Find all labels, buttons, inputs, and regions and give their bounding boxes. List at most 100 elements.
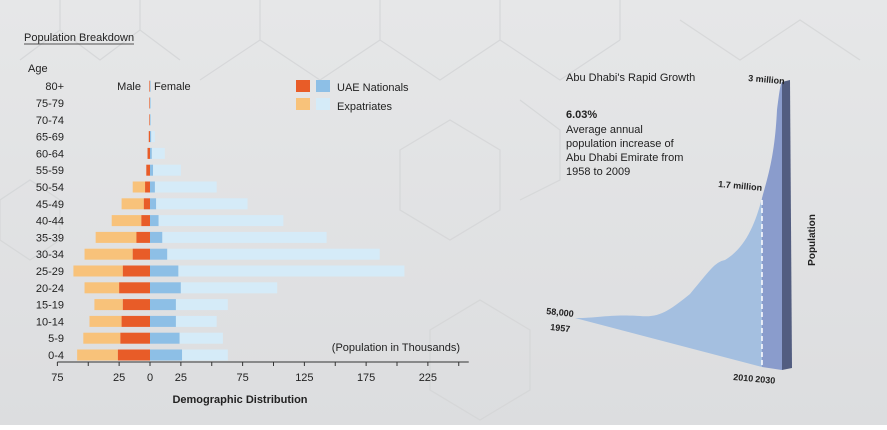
growth-text-line: 1958 to 2009: [566, 166, 630, 178]
age-labels: 0-4 5-9 10-14 15-19 20-24 25-29 30-34 35-39 40-4…: [36, 81, 64, 362]
legend-swatch-expatriates-male: [296, 98, 310, 110]
x-tick-label: 0: [147, 372, 153, 384]
age-label: 55-59: [36, 165, 64, 177]
legend-swatch-nationals-female: [316, 80, 330, 92]
bar-male-nationals: [122, 265, 150, 277]
legend-label-nationals: UAE Nationals: [337, 82, 409, 94]
bar-female-nationals: [150, 231, 163, 243]
bar-female-nationals: [150, 114, 151, 126]
bar-female-nationals: [150, 80, 151, 92]
bar-male-nationals: [122, 299, 150, 311]
bar-male-nationals: [147, 147, 150, 159]
bar-female-nationals: [150, 131, 152, 143]
bar-female-expatriates: [151, 147, 165, 159]
bar-male-nationals: [119, 282, 150, 294]
bar-female-nationals: [150, 315, 176, 327]
bar-female-expatriates: [158, 215, 284, 227]
growth-text-line: Abu Dhabi Emirate from: [566, 152, 683, 164]
legend-swatch-expatriates-female: [316, 98, 330, 110]
age-label: 40-44: [36, 216, 64, 228]
bar-female-nationals: [150, 198, 157, 210]
age-label: 25-29: [36, 266, 64, 278]
bar-female-expatriates: [178, 265, 405, 277]
age-label: 60-64: [36, 148, 64, 160]
year-label-2030: 2030: [755, 374, 776, 386]
x-tick-label: 175: [357, 372, 375, 384]
pyramid-bars: [73, 80, 405, 361]
bar-female-expatriates: [150, 114, 152, 126]
bar-female-nationals: [150, 97, 151, 109]
growth-rate-value: 6.03%: [566, 109, 597, 121]
bar-female-nationals: [150, 147, 152, 159]
growth-area-historic: [575, 198, 762, 367]
male-label: Male: [117, 81, 141, 93]
age-label: 5-9: [48, 333, 64, 345]
population-axis-label: Population: [807, 214, 818, 266]
legend-swatch-nationals-male: [296, 80, 310, 92]
age-label: 20-24: [36, 283, 64, 295]
bar-female-expatriates: [175, 299, 228, 311]
growth-area-edge: [782, 80, 792, 370]
unit-note: (Population in Thousands): [332, 342, 460, 354]
bar-female-expatriates: [180, 282, 278, 294]
growth-text-line: population increase of: [566, 138, 675, 150]
bar-male-expatriates: [84, 248, 133, 260]
age-label: 45-49: [36, 199, 64, 211]
bar-female-expatriates: [175, 315, 217, 327]
bar-female-nationals: [150, 349, 183, 361]
bar-male-expatriates: [83, 332, 121, 344]
growth-text-line: Average annual: [566, 124, 643, 136]
age-label: 70-74: [36, 115, 64, 127]
year-label-2010: 2010: [733, 372, 754, 384]
x-tick-label: 25: [113, 372, 125, 384]
female-label: Female: [154, 81, 191, 93]
bar-male-expatriates: [132, 181, 146, 193]
legend: UAE Nationals Expatriates: [296, 80, 409, 113]
bar-female-nationals: [150, 332, 180, 344]
bar-female-nationals: [150, 299, 176, 311]
bar-male-nationals: [146, 164, 150, 176]
age-label: 0-4: [48, 350, 64, 362]
age-label: 50-54: [36, 182, 64, 194]
x-tick-label: 125: [295, 372, 313, 384]
bar-female-nationals: [150, 282, 181, 294]
bar-male-nationals: [120, 332, 150, 344]
bar-female-expatriates: [182, 349, 228, 361]
growth-area-projected: [762, 82, 782, 370]
age-label: 75-79: [36, 98, 64, 110]
bar-female-nationals: [150, 215, 159, 227]
bar-female-expatriates: [156, 198, 248, 210]
pyramid-title: Population Breakdown: [24, 32, 134, 44]
x-axis: 75 25 0 25 75 125 175 225: [51, 361, 469, 384]
background-pattern: [0, 0, 861, 421]
bar-female-expatriates: [153, 164, 181, 176]
age-label: 30-34: [36, 249, 64, 261]
start-year-label: 1957: [550, 322, 571, 334]
bar-male-expatriates: [94, 299, 123, 311]
growth-title: Abu Dhabi's Rapid Growth: [566, 72, 695, 84]
x-axis-title: Demographic Distribution: [172, 394, 307, 406]
bar-male-nationals: [148, 131, 150, 143]
bar-female-nationals: [150, 248, 168, 260]
x-tick-label: 75: [237, 372, 249, 384]
bar-female-nationals: [150, 164, 154, 176]
bar-female-expatriates: [167, 248, 380, 260]
mid-value-label: 1.7 million: [718, 179, 763, 193]
bar-male-expatriates: [121, 198, 144, 210]
bar-male-nationals: [117, 349, 150, 361]
bar-female-expatriates: [162, 231, 327, 243]
bar-male-nationals: [121, 315, 150, 327]
bar-female-expatriates: [154, 181, 217, 193]
bar-male-nationals: [149, 80, 150, 92]
bar-male-nationals: [149, 97, 150, 109]
bar-male-expatriates: [95, 231, 137, 243]
bar-female-expatriates: [150, 97, 152, 109]
bar-male-expatriates: [84, 282, 120, 294]
bar-male-nationals: [149, 114, 150, 126]
bar-male-expatriates: [111, 215, 142, 227]
bar-male-nationals: [145, 181, 150, 193]
bar-male-nationals: [143, 198, 150, 210]
bar-male-expatriates: [77, 349, 118, 361]
